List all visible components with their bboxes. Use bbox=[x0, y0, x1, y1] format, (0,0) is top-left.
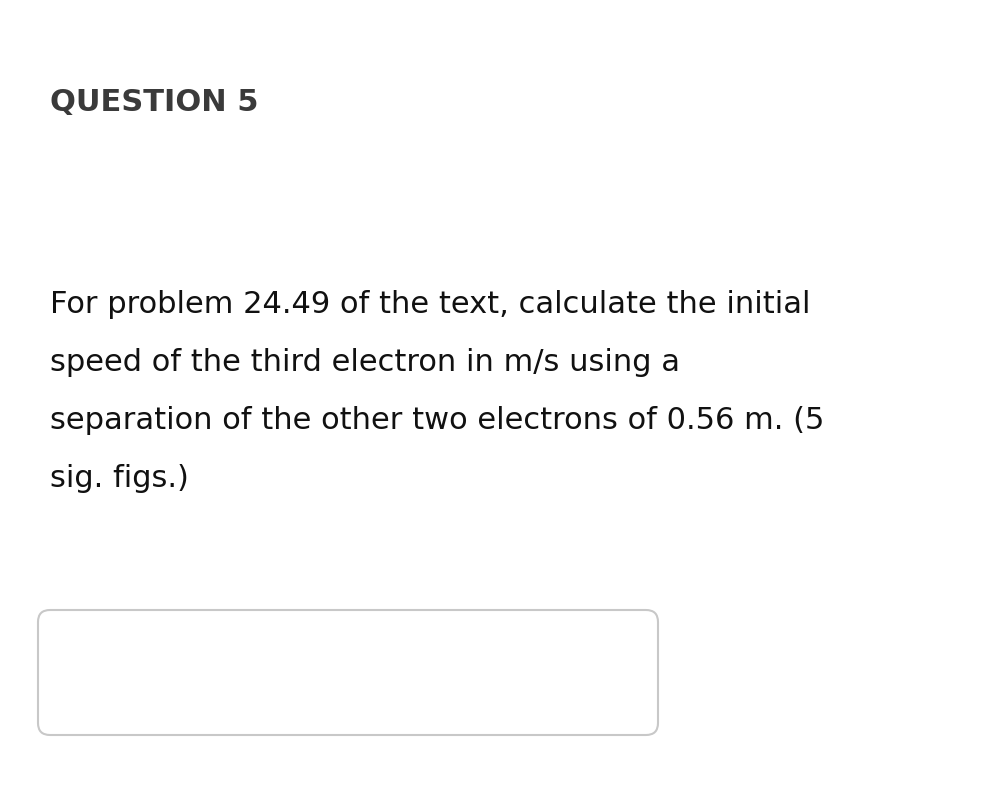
Text: QUESTION 5: QUESTION 5 bbox=[50, 88, 258, 117]
Text: separation of the other two electrons of 0.56 m. (5: separation of the other two electrons of… bbox=[50, 406, 824, 435]
FancyBboxPatch shape bbox=[38, 610, 658, 735]
Text: For problem 24.49 of the text, calculate the initial: For problem 24.49 of the text, calculate… bbox=[50, 290, 811, 319]
Text: speed of the third electron in m/s using a: speed of the third electron in m/s using… bbox=[50, 348, 680, 377]
Text: sig. figs.): sig. figs.) bbox=[50, 464, 189, 493]
